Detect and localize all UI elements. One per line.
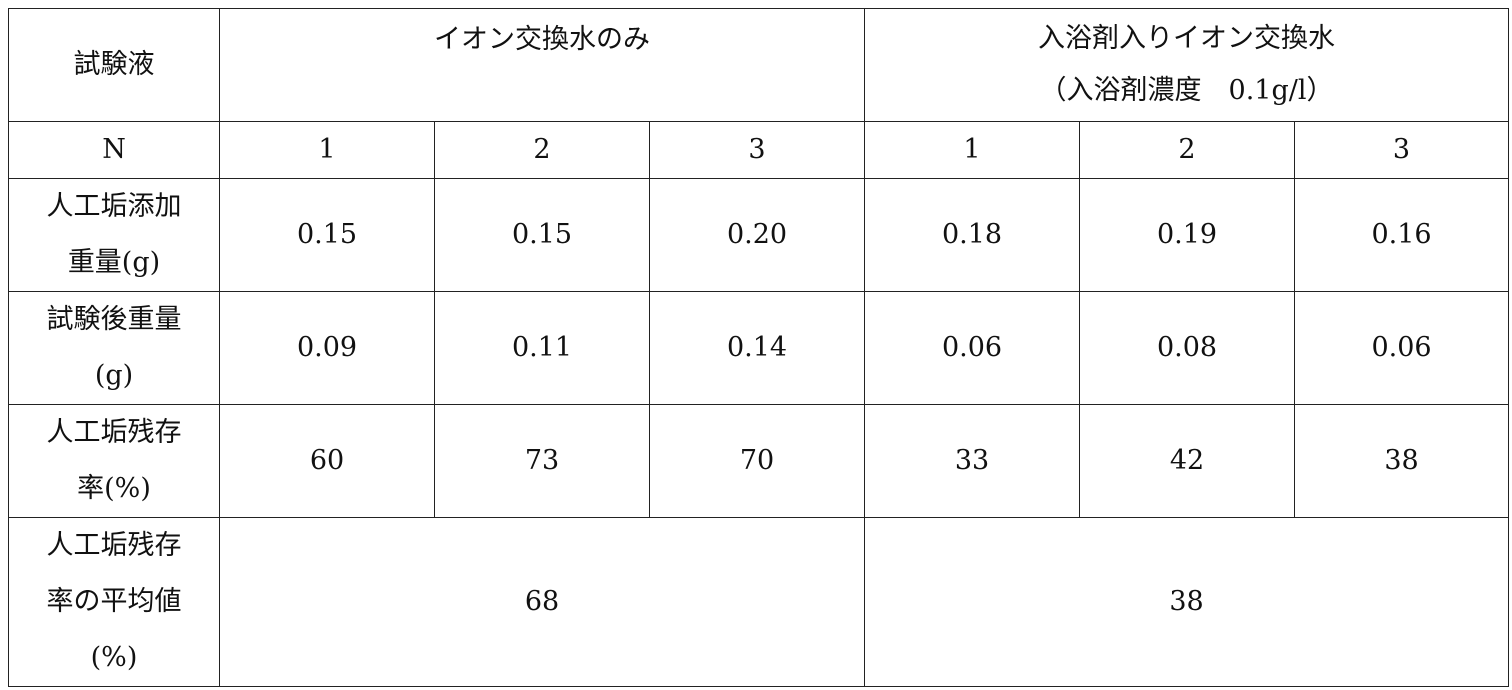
results-table: 試験液 イオン交換水のみ 入浴剤入りイオン交換水 （入浴剤濃度 0.1g/l） N…	[8, 8, 1509, 687]
table-cell: 0.06	[864, 291, 1080, 405]
header-label: 試験液	[8, 8, 220, 122]
table-cell: 0.15	[434, 178, 650, 292]
row-label: 人工垢添加 重量(g)	[8, 178, 220, 292]
group2-concentration: （入浴剤濃度 0.1g/l）	[1039, 75, 1334, 106]
n-cell: 1	[864, 121, 1080, 179]
table-row: 人工垢残存 率(%) 60 73 70 33 42 38	[8, 404, 1509, 518]
table-cell: 0.09	[219, 291, 435, 405]
n-cell: 3	[1294, 121, 1509, 179]
table-cell: 60	[219, 404, 435, 518]
table-cell: 0.15	[219, 178, 435, 292]
table-cell: 73	[434, 404, 650, 518]
n-cell: 2	[434, 121, 650, 179]
n-row: N 1 2 3 1 2 3	[8, 121, 1509, 179]
table-row: 試験後重量 (g) 0.09 0.11 0.14 0.06 0.08 0.06	[8, 291, 1509, 405]
table-cell: 0.11	[434, 291, 650, 405]
table-cell: 33	[864, 404, 1080, 518]
header-row: 試験液 イオン交換水のみ 入浴剤入りイオン交換水 （入浴剤濃度 0.1g/l）	[8, 8, 1509, 122]
group1-title: イオン交換水のみ	[434, 24, 650, 55]
n-cell: 3	[649, 121, 865, 179]
table-cell: 0.16	[1294, 178, 1509, 292]
n-cell: 1	[219, 121, 435, 179]
n-label: N	[8, 121, 220, 179]
average-label: 人工垢残存 率の平均値 (%)	[8, 517, 220, 687]
table-cell: 0.06	[1294, 291, 1509, 405]
table-cell: 0.14	[649, 291, 865, 405]
group2-title: 入浴剤入りイオン交換水	[1038, 23, 1335, 54]
table-row: 人工垢添加 重量(g) 0.15 0.15 0.20 0.18 0.19 0.1…	[8, 178, 1509, 292]
average-group2: 38	[864, 517, 1509, 687]
average-group1: 68	[219, 517, 865, 687]
table-cell: 70	[649, 404, 865, 518]
row-label: 人工垢残存 率(%)	[8, 404, 220, 518]
table-cell: 0.20	[649, 178, 865, 292]
table-cell: 42	[1079, 404, 1295, 518]
table-cell: 38	[1294, 404, 1509, 518]
table-cell: 0.19	[1079, 178, 1295, 292]
table-cell: 0.18	[864, 178, 1080, 292]
table-cell: 0.08	[1079, 291, 1295, 405]
group1-header: イオン交換水のみ	[219, 8, 865, 122]
group2-header: 入浴剤入りイオン交換水 （入浴剤濃度 0.1g/l）	[864, 8, 1509, 122]
n-cell: 2	[1079, 121, 1295, 179]
average-row: 人工垢残存 率の平均値 (%) 68 38	[8, 517, 1509, 687]
row-label: 試験後重量 (g)	[8, 291, 220, 405]
